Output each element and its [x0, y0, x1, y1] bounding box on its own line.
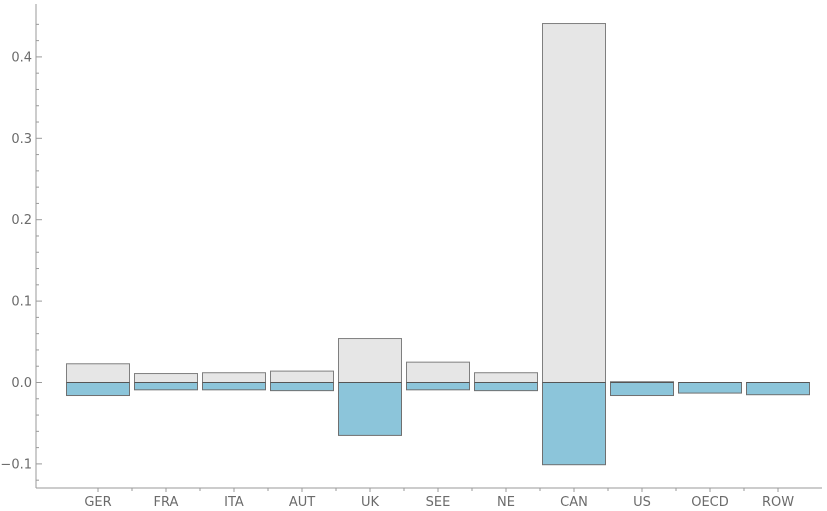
bar-negative-can: [542, 382, 606, 466]
bar-negative-ne: [474, 382, 538, 392]
x-axis-ticks: GER FRA ITA AUT UK SEE NE CAN US OECD ROW: [84, 488, 794, 510]
bar-negative-aut: [270, 382, 334, 392]
axes-group: [35, 4, 822, 489]
x-tick-label-oecd: OECD: [691, 495, 729, 510]
x-tick-label-ne: NE: [497, 495, 515, 510]
y-tick-label: 0.3: [11, 132, 32, 147]
x-tick-label-can: CAN: [560, 495, 588, 510]
x-tick-label-uk: UK: [361, 495, 380, 510]
bar-negative-row: [746, 382, 810, 396]
x-tick-label-ger: GER: [84, 495, 111, 510]
y-tick-label: 0.0: [11, 376, 32, 391]
bar-negative-us: [610, 382, 674, 397]
bar-negative-ita: [202, 382, 266, 391]
bar-negative-ger: [66, 382, 130, 397]
bar-negative-uk: [338, 382, 402, 436]
bar-negative-see: [406, 382, 470, 391]
y-tick-label: −0.1: [0, 457, 32, 472]
bar-negative-fra: [134, 382, 198, 391]
y-tick-label: 0.1: [11, 295, 32, 310]
bar-positive-uk: [338, 338, 402, 384]
x-tick-label-us: US: [633, 495, 651, 510]
x-tick-label-aut: AUT: [289, 495, 315, 510]
y-tick-label: 0.2: [11, 213, 32, 228]
y-tick-label: 0.4: [11, 50, 32, 65]
x-tick-label-see: SEE: [426, 495, 451, 510]
bar-positive-see: [406, 361, 470, 383]
bar-negative-oecd: [678, 382, 742, 394]
y-axis-ticks: −0.1 0.0 0.1 0.2 0.3 0.4: [0, 23, 42, 481]
bar-positive-ger: [66, 363, 130, 384]
bar-positive-fra: [134, 373, 198, 383]
bar-positive-can: [542, 23, 606, 383]
x-tick-label-row: ROW: [762, 495, 794, 510]
x-tick-label-ita: ITA: [224, 495, 244, 510]
bar-positive-ne: [474, 372, 538, 383]
bar-positive-aut: [270, 370, 334, 384]
bar-positive-ita: [202, 372, 266, 383]
x-tick-label-fra: FRA: [154, 495, 179, 510]
bars-group: [66, 23, 810, 466]
